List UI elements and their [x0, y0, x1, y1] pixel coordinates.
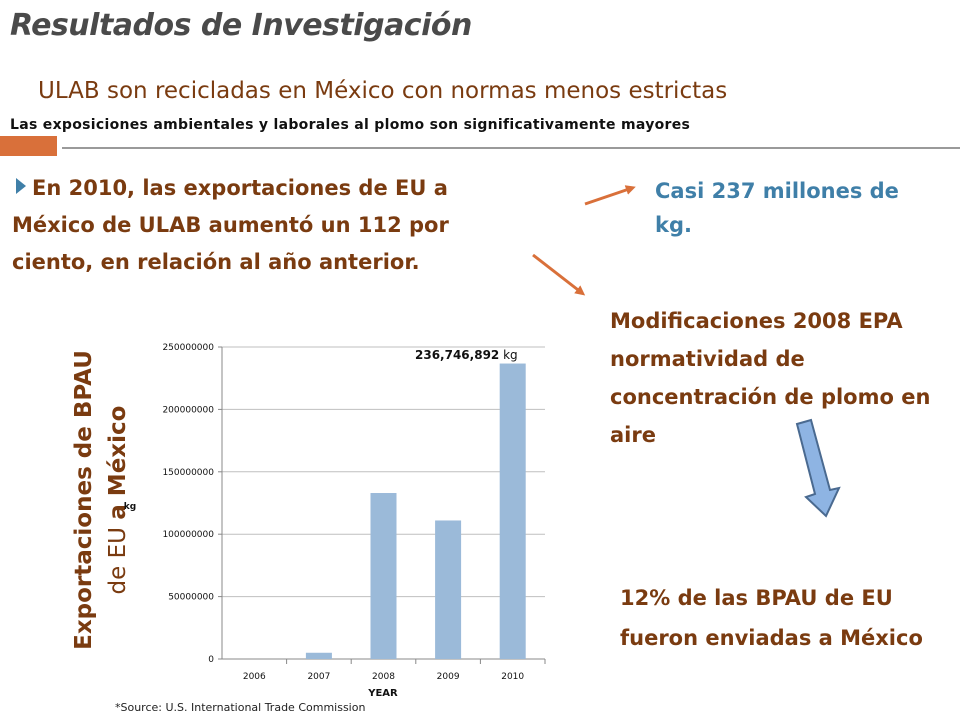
x-tick-label: 2007 — [307, 672, 330, 682]
callout-modificaciones: Modificaciones 2008 EPA normatividad de … — [610, 309, 931, 447]
source-note: *Source: U.S. International Trade Commis… — [115, 701, 366, 714]
bullet-text: En 2010, las exportaciones de EU a Méxic… — [12, 176, 449, 274]
x-tick-label: 2010 — [501, 672, 524, 682]
slide-subtitle: ULAB son recicladas en México con normas… — [38, 78, 728, 104]
accent-bar — [0, 136, 57, 156]
x-tick-label: 2009 — [437, 672, 460, 682]
x-tick-label: 2006 — [243, 672, 266, 682]
bar-2009 — [435, 520, 462, 659]
slide-title: Resultados de Investigación — [10, 8, 472, 43]
bar-2007 — [305, 652, 332, 659]
chart-bars — [305, 363, 526, 659]
callout-casi: Casi 237 millones de kg. — [655, 179, 899, 237]
y-tick-label: 100000000 — [162, 530, 214, 540]
y-tick-label: 200000000 — [162, 405, 214, 415]
chart-annotation-unit: kg — [499, 348, 517, 362]
x-tick-label: 2008 — [372, 672, 395, 682]
y-tick-label: 250000000 — [162, 343, 214, 353]
chart-y-label: kg — [124, 502, 136, 512]
chart-annotation-value: 236,746,892 — [415, 348, 499, 362]
bullet-arrow-icon — [16, 178, 26, 194]
slide-subline: Las exposiciones ambientales y laborales… — [10, 117, 691, 133]
arrow-to-modif-icon — [532, 253, 586, 296]
divider-line — [62, 147, 960, 149]
chart-y-ticks: 0 50000000 100000000 150000000 200000000 2500… — [162, 343, 222, 665]
y-tick-label: 50000000 — [168, 593, 214, 603]
down-arrow-icon — [795, 418, 841, 518]
bar-chart: 0 50000000 100000000 150000000 200000000 2500… — [124, 343, 546, 699]
callout-percentage: 12% de las BPAU de EU fueron enviadas a … — [620, 586, 923, 650]
y-tick-label: 0 — [208, 655, 214, 665]
bar-2010 — [499, 363, 526, 659]
bullet-paragraph: En 2010, las exportaciones de EU a Méxic… — [12, 170, 512, 281]
chart-x-ticks: 2006 2007 2008 2009 2010 — [243, 659, 546, 682]
bar-2008 — [370, 493, 397, 659]
chart-annotation: 236,746,892 kg — [415, 348, 518, 362]
arrow-to-casi-icon — [584, 185, 636, 206]
y-tick-label: 150000000 — [162, 468, 214, 478]
chart-x-label: YEAR — [367, 688, 398, 699]
